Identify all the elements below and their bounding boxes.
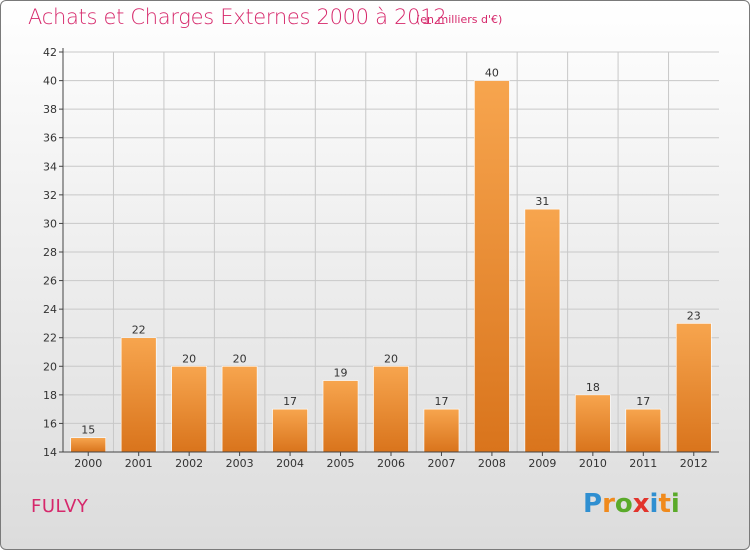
bar [70, 437, 107, 453]
data-label: 18 [586, 381, 600, 394]
axes [59, 48, 719, 456]
x-tick-label: 2008 [478, 457, 506, 470]
y-tick-label: 14 [43, 446, 57, 459]
x-tick-label: 2007 [427, 457, 455, 470]
x-tick-label: 2000 [74, 457, 102, 470]
data-label: 17 [283, 395, 297, 408]
data-label: 23 [687, 309, 701, 322]
x-tick-label: 2005 [327, 457, 355, 470]
bar [373, 365, 409, 453]
data-label: 22 [132, 324, 146, 337]
y-tick-label: 18 [43, 389, 57, 402]
bar [474, 80, 510, 453]
logo-letter: i [670, 489, 680, 519]
y-tick-label: 34 [43, 160, 57, 173]
x-tick-label: 2006 [377, 457, 405, 470]
y-tick-label: 38 [43, 103, 57, 116]
y-tick-label: 40 [43, 75, 57, 88]
logo-letter: x [632, 489, 650, 519]
x-tick-label: 2011 [629, 457, 657, 470]
x-tick-label: 2009 [528, 457, 556, 470]
place-name: FULVY [31, 496, 89, 517]
bars [70, 80, 712, 453]
data-label: 17 [636, 395, 650, 408]
bar [423, 408, 460, 453]
bar [120, 337, 157, 453]
y-tick-label: 26 [43, 275, 57, 288]
x-tick-label: 2001 [125, 457, 153, 470]
logo-letter: t [658, 489, 671, 519]
y-tick-label: 28 [43, 246, 57, 259]
y-tick-label: 20 [43, 360, 57, 373]
y-tick-label: 24 [43, 303, 57, 316]
data-label: 20 [233, 352, 247, 365]
bar [322, 380, 359, 453]
logo-letter: P [583, 489, 603, 519]
y-tick-label: 16 [43, 417, 57, 430]
data-label: 15 [81, 424, 95, 437]
data-label: 20 [384, 352, 398, 365]
data-label: 17 [434, 395, 448, 408]
bar [221, 365, 258, 453]
y-tick-label: 36 [43, 132, 57, 145]
bar [675, 323, 712, 453]
y-tick-label: 32 [43, 189, 57, 202]
data-label: 20 [182, 352, 196, 365]
bar [272, 408, 308, 453]
bar [524, 208, 561, 453]
logo-letter: o [614, 489, 633, 519]
y-tick-label: 30 [43, 217, 57, 230]
logo-letter: i [649, 489, 659, 519]
x-tick-label: 2012 [680, 457, 708, 470]
x-tick-label: 2003 [226, 457, 254, 470]
chart-subtitle: (en milliers d'€) [416, 13, 503, 26]
bar [625, 408, 662, 453]
data-label: 19 [334, 367, 348, 380]
data-label: 40 [485, 67, 499, 80]
x-tick-label: 2004 [276, 457, 304, 470]
x-tick-label: 2010 [579, 457, 607, 470]
proxiti-logo[interactable]: Proxiti [583, 489, 680, 519]
chart-title: Achats et Charges Externes 2000 à 2012 [28, 5, 447, 29]
bar [575, 394, 611, 453]
y-tick-label: 22 [43, 332, 57, 345]
y-tick-label: 42 [43, 46, 57, 59]
data-label: 31 [535, 195, 549, 208]
x-tick-label: 2002 [175, 457, 203, 470]
logo-letter: r [602, 489, 615, 519]
bar [171, 365, 207, 453]
labels: 14 16 18 20 22 24 26 28 30 32 34 36 38 40 42 15 2000 22 20… [43, 46, 708, 470]
